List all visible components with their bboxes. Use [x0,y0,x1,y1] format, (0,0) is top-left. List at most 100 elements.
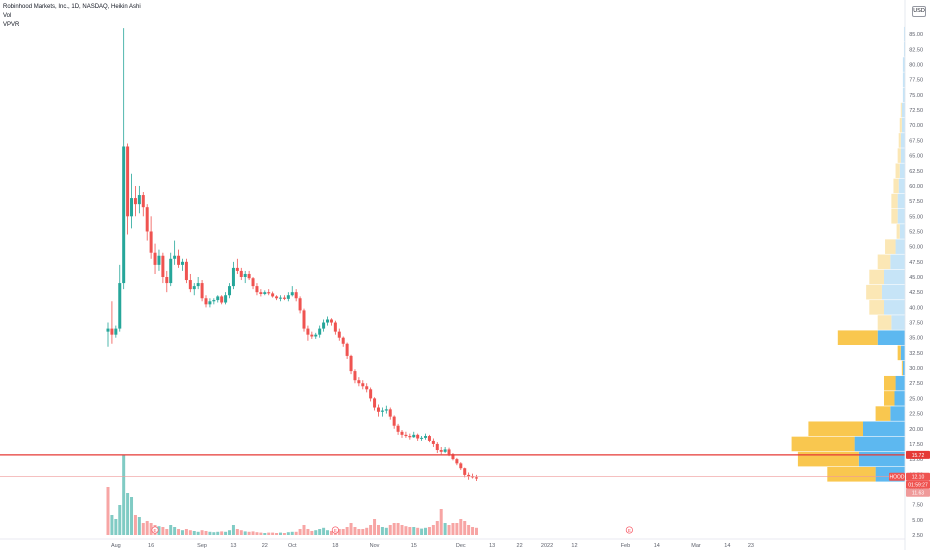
volume-profile-buy-row [902,57,905,72]
y-tick-label: 5.00 [912,518,923,524]
volume-bar [447,525,451,535]
candle-body [141,195,145,208]
candle-body [114,328,118,335]
volume-profile-sell-row [869,300,884,315]
y-tick-label: 55.00 [909,214,923,220]
candle-body [365,386,369,390]
volume-bar [302,525,306,535]
volume-bar [133,515,137,535]
candle-body [408,436,412,438]
volume-profile-sell-row [897,345,901,361]
volume-profile-sell-row [877,315,892,330]
volume-bar [294,531,298,535]
volume-bar [149,523,153,535]
volume-profile-buy-row [899,224,905,239]
candle-body [451,454,455,460]
volume-profile-buy-row [881,284,905,300]
current-price-label-bg [906,472,930,481]
volume-profile-buy-row [884,300,905,315]
y-tick-label: 50.00 [909,245,923,251]
x-tick-label: Dec [456,543,466,549]
candle-body [196,283,200,287]
y-tick-label: 30.00 [909,366,923,372]
candle-body [416,434,420,439]
x-axis[interactable]: Aug 16 Sep 13 22 Oct 18 Nov 15 Dec 13 22 2022 12 Feb 14… [0,538,905,549]
candle-body [290,292,294,296]
candle-body [412,434,416,438]
y-tick-label: 22.50 [909,412,923,418]
price-labels: 15.72 HOOD 12.10 01:59:27 11.63 [889,450,930,497]
candle-body [392,416,396,426]
volume-bar [231,525,235,535]
volume-bar [443,523,447,535]
volume-profile-sell-row [895,163,900,179]
volume-bar [326,530,330,535]
earnings-badge [625,526,633,534]
x-tick-label: 23 [748,543,754,549]
poc-price-label-bg [906,450,930,459]
volume-profile-sell-row [837,330,878,345]
volume-bar [224,531,228,535]
volume-bar [212,532,216,535]
y-tick-label: 27.50 [909,381,923,387]
volume-bar [130,497,134,535]
volume-bar [380,527,384,535]
volume-bar [384,527,388,535]
symbol-tag-bg [889,472,905,481]
volume-bar [106,487,110,535]
volume-bar [318,529,322,535]
volume-profile-sell-row [898,133,901,148]
volume-bar [263,533,267,535]
candle-body [427,436,431,441]
volume-bar [455,523,459,535]
volume-profile-sell-row [797,451,859,467]
candle-body [204,298,208,305]
y-tick-label: 75.00 [909,93,923,99]
legend-title[interactable]: Robinhood Markets, Inc., 1D, NASDAQ, Hei… [3,4,141,10]
x-tick-label: 13 [230,543,236,549]
low-price-label: 11.63 [912,491,924,497]
volume-bar [290,531,294,535]
volume-bar [463,521,467,535]
candle-body [459,463,463,469]
volume-bar [459,519,463,535]
volume-bar [474,527,478,535]
candlestick-series[interactable] [106,28,478,481]
candle-body [384,409,388,411]
volume-profile-buy-row [897,193,905,209]
volume-bar [251,531,255,535]
earnings-badge-label: E [154,528,157,533]
x-tick-label: Mar [691,543,701,549]
volume-bar [259,532,263,535]
volume-bar [431,525,435,535]
volume-bar [157,526,161,535]
volume-profile-buy-row [901,102,905,118]
volume-bar [392,523,396,535]
volume-bar [137,517,141,535]
volume-bar [412,527,416,535]
candle-body [369,389,373,399]
candle-body [133,198,137,205]
candle-body [431,440,435,444]
currency-badge[interactable]: USD [912,6,926,17]
candle-body [271,293,275,297]
candle-body [326,319,330,323]
y-tick-label: 35.00 [909,336,923,342]
volume-bar [169,525,173,535]
volume-profile-sell-row [891,193,898,209]
volume-profile-buy-row [884,269,905,285]
low-price-label-bg [906,488,930,497]
y-tick-label: 7.50 [912,503,923,509]
legend-vpvr[interactable]: VPVR [3,22,20,28]
volume-profile-buy-row [901,117,905,133]
candle-body [177,255,181,265]
volume-bar [471,527,475,535]
volume-bar [400,525,404,535]
candle-body [247,273,251,279]
candle-body [435,443,439,451]
legend-volume[interactable]: Vol [3,13,12,19]
candle-body [231,267,235,287]
candle-body [228,286,232,296]
